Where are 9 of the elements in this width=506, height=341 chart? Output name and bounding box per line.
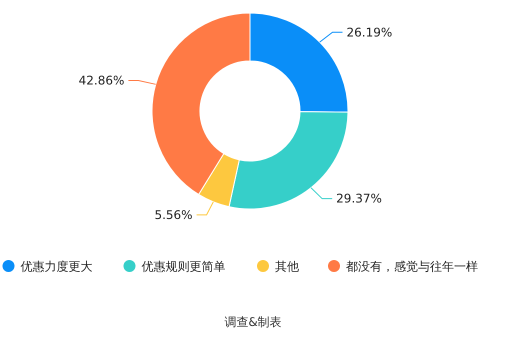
legend-label: 都没有，感觉与往年一样: [346, 260, 478, 274]
legend-label: 优惠力度更大: [20, 260, 92, 274]
data-label: 5.56%: [154, 208, 193, 222]
legend-label: 其他: [275, 260, 299, 274]
data-label: 26.19%: [346, 25, 392, 40]
data-label: 29.37%: [336, 192, 382, 206]
legend-label: 优惠规则更简单: [142, 260, 226, 274]
text: 调查&制表: [224, 315, 282, 329]
data-label: 42.86%: [78, 73, 124, 88]
